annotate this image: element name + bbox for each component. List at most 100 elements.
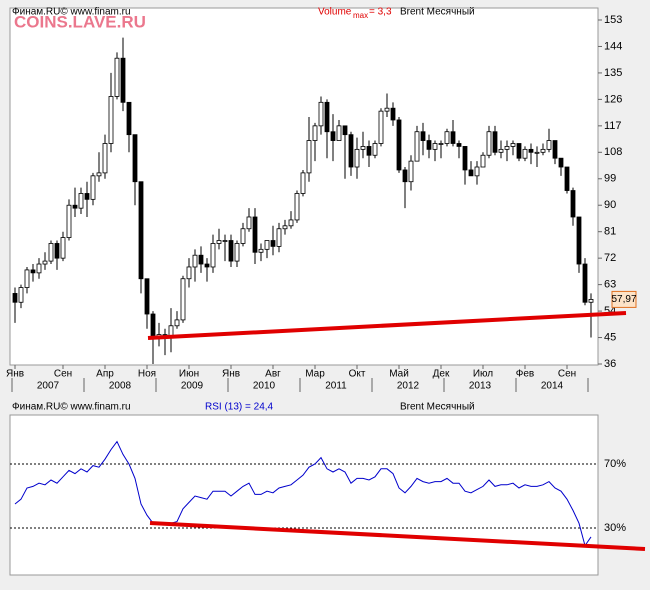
candle-body — [342, 125, 348, 136]
candle-body — [210, 243, 216, 268]
candle-body — [12, 293, 18, 303]
trend-line — [147, 311, 627, 340]
candle-body — [108, 96, 114, 144]
candle-body — [438, 143, 444, 145]
candle-body — [324, 101, 330, 133]
y-tick-label: 90 — [604, 199, 616, 211]
source: Финам.RU© www.finam.ru — [12, 7, 131, 18]
candle-body — [504, 146, 510, 150]
candle-body — [540, 148, 546, 153]
year-label: 2010 — [253, 381, 276, 392]
candle-body — [96, 172, 102, 177]
candle-body — [72, 204, 78, 209]
candle-body — [348, 134, 354, 168]
instrument: Brent Месячный — [400, 7, 475, 18]
x-tick-label: Фев — [516, 369, 534, 380]
x-tick-label: Янв — [6, 369, 24, 380]
y-tick-label: 30% — [604, 522, 626, 534]
candle-body — [330, 131, 336, 141]
candle-body — [150, 313, 156, 338]
candle-body — [90, 175, 96, 200]
candle-body — [36, 263, 42, 274]
candle-body — [384, 107, 390, 112]
candle-body — [492, 131, 498, 153]
x-tick-label: Апр — [96, 369, 114, 380]
candle-body — [354, 148, 360, 168]
candle-body — [240, 228, 246, 244]
y-tick-label: 144 — [604, 40, 622, 52]
candle-body — [48, 243, 54, 262]
candle-body — [78, 193, 84, 209]
candle-body — [312, 125, 318, 141]
candle-body — [42, 260, 48, 265]
rsi-panel — [9, 414, 599, 576]
rsi-line — [14, 440, 592, 547]
candle-body — [18, 287, 24, 303]
candle-body — [528, 148, 534, 153]
year-label: 2012 — [397, 381, 420, 392]
candle-body — [252, 216, 258, 253]
candle-body — [534, 151, 540, 154]
candle-body — [420, 131, 426, 141]
candle-body — [54, 243, 60, 259]
y-tick-label: 108 — [604, 146, 622, 158]
x-tick-label: Окт — [349, 369, 366, 380]
candle-body — [378, 110, 384, 144]
year-label: 2009 — [181, 381, 204, 392]
x-tick-label: Янв — [222, 369, 240, 380]
y-tick-label: 36 — [604, 358, 616, 370]
x-tick-label: Ноя — [138, 369, 156, 380]
candle-body — [456, 143, 462, 147]
x-tick-label: Авг — [265, 369, 281, 380]
rsi-instrument: Brent Месячный — [400, 402, 475, 413]
y-tick-label: 70% — [604, 458, 626, 470]
candle-body — [114, 57, 120, 97]
rsi-source: Финам.RU© www.finam.ru — [12, 402, 131, 413]
candle-body — [66, 204, 72, 238]
candle-body — [360, 146, 366, 150]
candle-body — [84, 193, 90, 200]
candle-body — [228, 240, 234, 262]
y-tick-label: 99 — [604, 173, 616, 185]
watermark: COINS.LAVE.RU — [14, 12, 146, 31]
x-tick-label: Сен — [558, 369, 576, 380]
last-value-label: 57,97 — [611, 294, 636, 305]
candle-body — [336, 125, 342, 141]
y-tick-label: 72 — [604, 252, 616, 264]
candle-body — [576, 216, 582, 265]
candle-body — [552, 140, 558, 159]
y-tick-label: 81 — [604, 226, 616, 238]
candle-body — [366, 146, 372, 156]
candle-body — [318, 101, 324, 127]
x-tick-label: Дек — [433, 369, 450, 380]
candle-body — [372, 143, 378, 156]
year-label: 2013 — [469, 381, 492, 392]
candle-body — [192, 254, 198, 268]
candle-body — [216, 240, 222, 244]
candle-body — [246, 216, 252, 230]
candle-body — [204, 263, 210, 268]
candle-body — [186, 266, 192, 280]
candle-body — [480, 154, 486, 168]
last-value-box — [611, 290, 637, 308]
y-tick-label: 126 — [604, 93, 622, 105]
candle-body — [144, 278, 150, 315]
candle-body — [102, 143, 108, 174]
candle-body — [138, 181, 144, 280]
candle-body — [264, 240, 270, 250]
volume-label: Volume — [318, 7, 352, 18]
candle-body — [432, 143, 438, 150]
candle-body — [582, 263, 588, 303]
candle-body — [294, 193, 300, 221]
volume-sub: max — [353, 11, 368, 20]
candle-body — [258, 248, 264, 253]
x-tick-label: Май — [389, 369, 409, 380]
candle-body — [30, 269, 36, 274]
candle-body — [462, 146, 468, 171]
candle-body — [396, 119, 402, 171]
x-tick-label: Сен — [54, 369, 72, 380]
candle-body — [516, 143, 522, 159]
candle-body — [588, 299, 594, 303]
